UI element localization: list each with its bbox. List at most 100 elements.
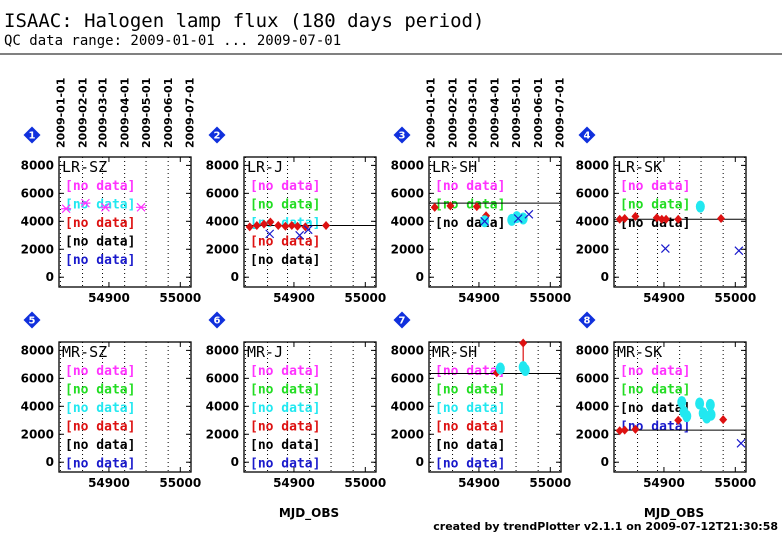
no-data-label: [no data] xyxy=(620,179,690,194)
panel-number-badge xyxy=(578,126,596,144)
data-point-dot xyxy=(705,398,715,411)
no-data-label: [no data] xyxy=(65,438,135,453)
panel-label: MR-SK xyxy=(617,343,662,361)
x-tick-label: 55000 xyxy=(529,476,571,490)
data-point-cross xyxy=(265,229,275,239)
no-data-label: [no data] xyxy=(65,457,135,472)
data-point-star xyxy=(136,202,147,212)
panel-mr-sk: 8 0 2000 4000 6000 8000 54900 55000 MR-SK [no dat… xyxy=(576,311,756,490)
data-point-diamond xyxy=(259,219,268,229)
panel-number: 2 xyxy=(214,131,221,142)
no-data-label: [no data] xyxy=(65,235,135,250)
data-point-diamond xyxy=(615,426,624,436)
data-point-diamond xyxy=(472,202,481,212)
x-tick-label: 55000 xyxy=(344,476,386,490)
no-data-label: [no data] xyxy=(65,253,135,268)
no-data-label: [no data] xyxy=(65,198,135,213)
y-tick-label: 8000 xyxy=(21,158,54,172)
x-tick-label: 54900 xyxy=(643,476,685,490)
data-point-dot xyxy=(695,397,705,410)
data-point-diamond xyxy=(252,220,261,230)
date-tick-label: 2009-02-01 xyxy=(77,78,90,148)
no-data-label: [no data] xyxy=(435,401,505,416)
date-tick-label: 2009-02-01 xyxy=(447,78,460,148)
no-data-label: [no data] xyxy=(435,198,505,213)
date-tick-label: 2009-03-01 xyxy=(97,78,110,148)
x-axis-label-left: MJD_OBS xyxy=(279,506,339,521)
no-data-label: [no data] xyxy=(65,420,135,435)
no-data-label: [no data] xyxy=(65,179,135,194)
date-tick-label: 2009-07-01 xyxy=(184,78,197,148)
x-tick-label: 54900 xyxy=(88,291,130,305)
panel-number-badge xyxy=(208,311,226,329)
date-tick-label: 2009-04-01 xyxy=(489,78,502,148)
y-tick-label: 0 xyxy=(601,270,609,284)
y-tick-label: 0 xyxy=(231,455,239,469)
x-tick-label: 54900 xyxy=(273,291,315,305)
y-tick-label: 2000 xyxy=(391,242,424,256)
panel-lr-j: 2 0 2000 4000 6000 8000 54900 55000 LR-J [no data… xyxy=(206,126,386,305)
no-data-label: [no data] xyxy=(435,383,505,398)
data-point-diamond xyxy=(615,214,624,224)
y-tick-label: 4000 xyxy=(576,399,609,413)
panel-number: 1 xyxy=(29,131,36,142)
data-point-diamond xyxy=(719,415,728,425)
date-tick-label: 2009-03-01 xyxy=(467,78,480,148)
y-tick-label: 0 xyxy=(601,455,609,469)
x-tick-label: 55000 xyxy=(344,291,386,305)
panel-label: MR-SZ xyxy=(62,343,107,361)
date-tick-label: 2009-06-01 xyxy=(162,78,175,148)
y-tick-label: 4000 xyxy=(391,214,424,228)
no-data-label: [no data] xyxy=(435,438,505,453)
y-tick-label: 2000 xyxy=(21,427,54,441)
no-data-label: [no data] xyxy=(435,216,505,231)
no-data-label: [no data] xyxy=(620,401,690,416)
y-tick-label: 4000 xyxy=(206,399,239,413)
panel-lr-sh: 3 0 2000 4000 6000 8000 54900 55000 LR-SH [no dat… xyxy=(391,126,571,305)
y-tick-label: 8000 xyxy=(576,343,609,357)
no-data-label: [no data] xyxy=(250,179,320,194)
data-point-cross xyxy=(513,214,523,223)
date-axes: 2009-01-01 2009-02-01 2009-03-01 2009-04-01… xyxy=(54,78,566,148)
data-point-cross xyxy=(480,216,490,226)
y-tick-label: 6000 xyxy=(576,186,609,200)
no-data-label: [no data] xyxy=(65,383,135,398)
y-tick-label: 8000 xyxy=(21,343,54,357)
no-data-label: [no data] xyxy=(435,364,505,379)
no-data-label: [no data] xyxy=(250,383,320,398)
panel-label: LR-SH xyxy=(432,158,477,176)
no-data-label: [no data] xyxy=(65,364,135,379)
panel-lr-sk: 4 0 2000 4000 6000 8000 54900 55000 LR-SK [no dat… xyxy=(576,126,756,305)
y-tick-label: 4000 xyxy=(576,214,609,228)
data-point-diamond xyxy=(519,338,528,348)
y-tick-label: 0 xyxy=(231,270,239,284)
date-tick-label: 2009-06-01 xyxy=(532,78,545,148)
y-tick-label: 4000 xyxy=(21,214,54,228)
panel-label: LR-J xyxy=(247,158,283,176)
x-tick-label: 55000 xyxy=(159,291,201,305)
panel-number: 5 xyxy=(29,316,36,327)
data-point-dot xyxy=(706,408,716,421)
y-tick-label: 0 xyxy=(416,455,424,469)
data-point-diamond xyxy=(620,214,629,224)
data-point-cross xyxy=(295,230,305,240)
no-data-label: [no data] xyxy=(435,457,505,472)
y-tick-label: 8000 xyxy=(391,158,424,172)
panel-label: MR-SH xyxy=(432,343,477,361)
y-tick-label: 8000 xyxy=(206,343,239,357)
data-point-dot xyxy=(695,200,705,213)
panel-number-badge xyxy=(578,311,596,329)
data-point-cross xyxy=(660,244,670,253)
panel-label: MR-J xyxy=(247,343,283,361)
no-data-label: [no data] xyxy=(250,364,320,379)
page-title: ISAAC: Halogen lamp flux (180 days perio… xyxy=(4,10,484,32)
panel-number-badge xyxy=(393,126,411,144)
no-data-label: [no data] xyxy=(620,364,690,379)
data-point-dot xyxy=(518,212,528,225)
y-tick-label: 2000 xyxy=(21,242,54,256)
data-point-star xyxy=(61,204,72,214)
page-subtitle: QC data range: 2009-01-01 ... 2009-07-01 xyxy=(4,33,341,49)
y-tick-label: 6000 xyxy=(206,371,239,385)
panel-label: LR-SZ xyxy=(62,158,107,176)
